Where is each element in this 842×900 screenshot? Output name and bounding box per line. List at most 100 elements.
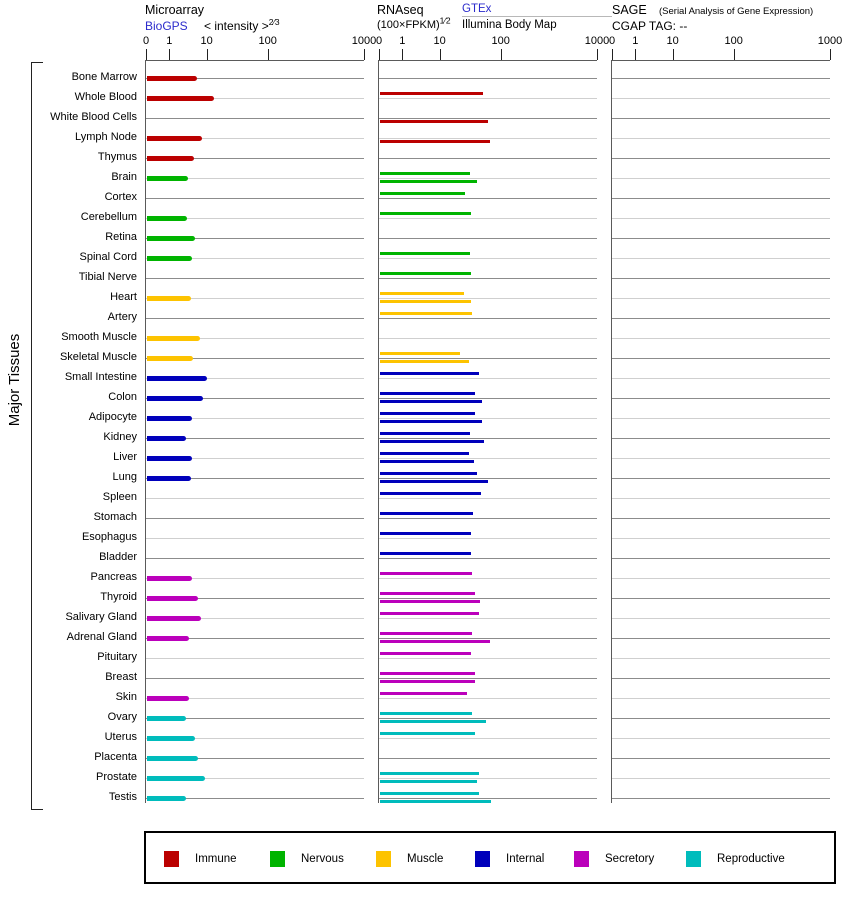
tissue-label: Pituitary [97, 651, 137, 663]
grid-row-line [612, 178, 830, 179]
axis-top-line [612, 60, 830, 61]
microarray-bar [147, 176, 189, 181]
microarray-bar [147, 256, 193, 261]
axis-top-line [379, 60, 597, 61]
illumina-bar [380, 140, 491, 143]
grid-row-line [146, 438, 364, 439]
grid-row-line [146, 98, 364, 99]
gtex-underline [462, 16, 612, 17]
axis-tick [169, 49, 171, 60]
tissue-label: White Blood Cells [50, 111, 137, 123]
major-tissues-bracket [31, 62, 43, 810]
illumina-bar [380, 800, 492, 803]
grid-row-line [146, 378, 364, 379]
grid-row-line [146, 798, 364, 799]
legend-swatch-muscle [376, 851, 391, 867]
axis-tick [206, 49, 208, 60]
illumina-bar [380, 400, 482, 403]
grid-row-line [379, 578, 597, 579]
grid-row-line [146, 558, 364, 559]
grid-row-line [612, 738, 830, 739]
axis-tick-label: 100 [724, 35, 743, 47]
gtex-bar [380, 412, 475, 415]
tissue-label: Lung [112, 471, 137, 483]
biogps-link[interactable]: BioGPS [145, 19, 188, 33]
gtex-bar [380, 512, 474, 515]
microarray-bar [147, 596, 199, 601]
axis-tick-label: 1000 [351, 35, 377, 47]
microarray-bar [147, 96, 214, 101]
grid-row-line [379, 338, 597, 339]
grid-row-line [379, 298, 597, 299]
grid-row-line [146, 358, 364, 359]
axis-tick-label: 100 [258, 35, 277, 47]
grid-row-line [379, 78, 597, 79]
legend-label: Secretory [605, 853, 655, 865]
tissue-label: Bone Marrow [71, 71, 137, 83]
tissue-label: Salivary Gland [65, 611, 137, 623]
grid-row-line [612, 558, 830, 559]
tissue-label: Thyroid [100, 591, 137, 603]
axis-tick-label: 10 [200, 35, 213, 47]
grid-row-line [379, 398, 597, 399]
sage-subtitle: (Serial Analysis of Gene Expression) [659, 6, 814, 17]
grid-row-line [379, 658, 597, 659]
axis-tick [364, 49, 365, 60]
gtex-bar [380, 252, 470, 255]
illumina-bar [380, 720, 486, 723]
legend-label: Internal [506, 853, 545, 865]
grid-row-line [379, 638, 597, 639]
grid-row-line [379, 318, 597, 319]
illumina-bar [380, 780, 477, 783]
grid-row-line [379, 378, 597, 379]
tissue-label: Breast [105, 671, 137, 683]
axis-tick [672, 49, 674, 60]
microarray-bar [147, 796, 186, 801]
axis-tick [733, 49, 735, 60]
grid-row-line [379, 758, 597, 759]
grid-row-line [612, 458, 830, 459]
grid-row-line [612, 358, 830, 359]
axis-tick-label: 1000 [817, 35, 842, 47]
microarray-bar [147, 296, 192, 301]
illumina-bar [380, 680, 476, 683]
tissue-label: Prostate [96, 771, 137, 783]
gtex-bar [380, 452, 469, 455]
grid-row-line [379, 558, 597, 559]
gtex-bar [380, 92, 483, 95]
microarray-bar [147, 776, 205, 781]
gtex-bar [380, 352, 461, 355]
grid-row-line [612, 678, 830, 679]
grid-row-line [379, 158, 597, 159]
grid-row-line [379, 778, 597, 779]
illumina-bar [380, 640, 491, 643]
tissue-label: Adrenal Gland [66, 631, 137, 643]
legend-label: Nervous [301, 853, 344, 865]
tissue-label: Whole Blood [74, 91, 137, 103]
gtex-bar [380, 492, 482, 495]
gtex-link[interactable]: GTEx [462, 3, 492, 15]
grid-row-line [612, 338, 830, 339]
grid-row-line [612, 198, 830, 199]
tissue-label: Brain [111, 171, 137, 183]
sage-panel: 0 1 10 100 1000 [609, 35, 842, 803]
microarray-bar [147, 356, 193, 361]
microarray-bar [147, 696, 190, 701]
axis-tick-label: 100 [491, 35, 510, 47]
grid-row-line [379, 118, 597, 119]
axis-tick [500, 49, 502, 60]
grid-row-line [612, 318, 830, 319]
grid-row-line [379, 198, 597, 199]
rnaseq-scale-exponent: 1⁄2 [439, 15, 451, 26]
grid-row-line [612, 778, 830, 779]
axis-tick [597, 49, 598, 60]
microarray-bar [147, 396, 203, 401]
axis-tick [830, 49, 831, 60]
microarray-bar [147, 716, 187, 721]
grid-row-line [146, 758, 364, 759]
rnaseq-panel: 0 1 10 100 1000 [376, 35, 609, 803]
gtex-bar [380, 552, 472, 555]
illumina-body-map-label: Illumina Body Map [462, 19, 557, 31]
grid-row-line [146, 638, 364, 639]
tissue-label: Heart [110, 291, 137, 303]
